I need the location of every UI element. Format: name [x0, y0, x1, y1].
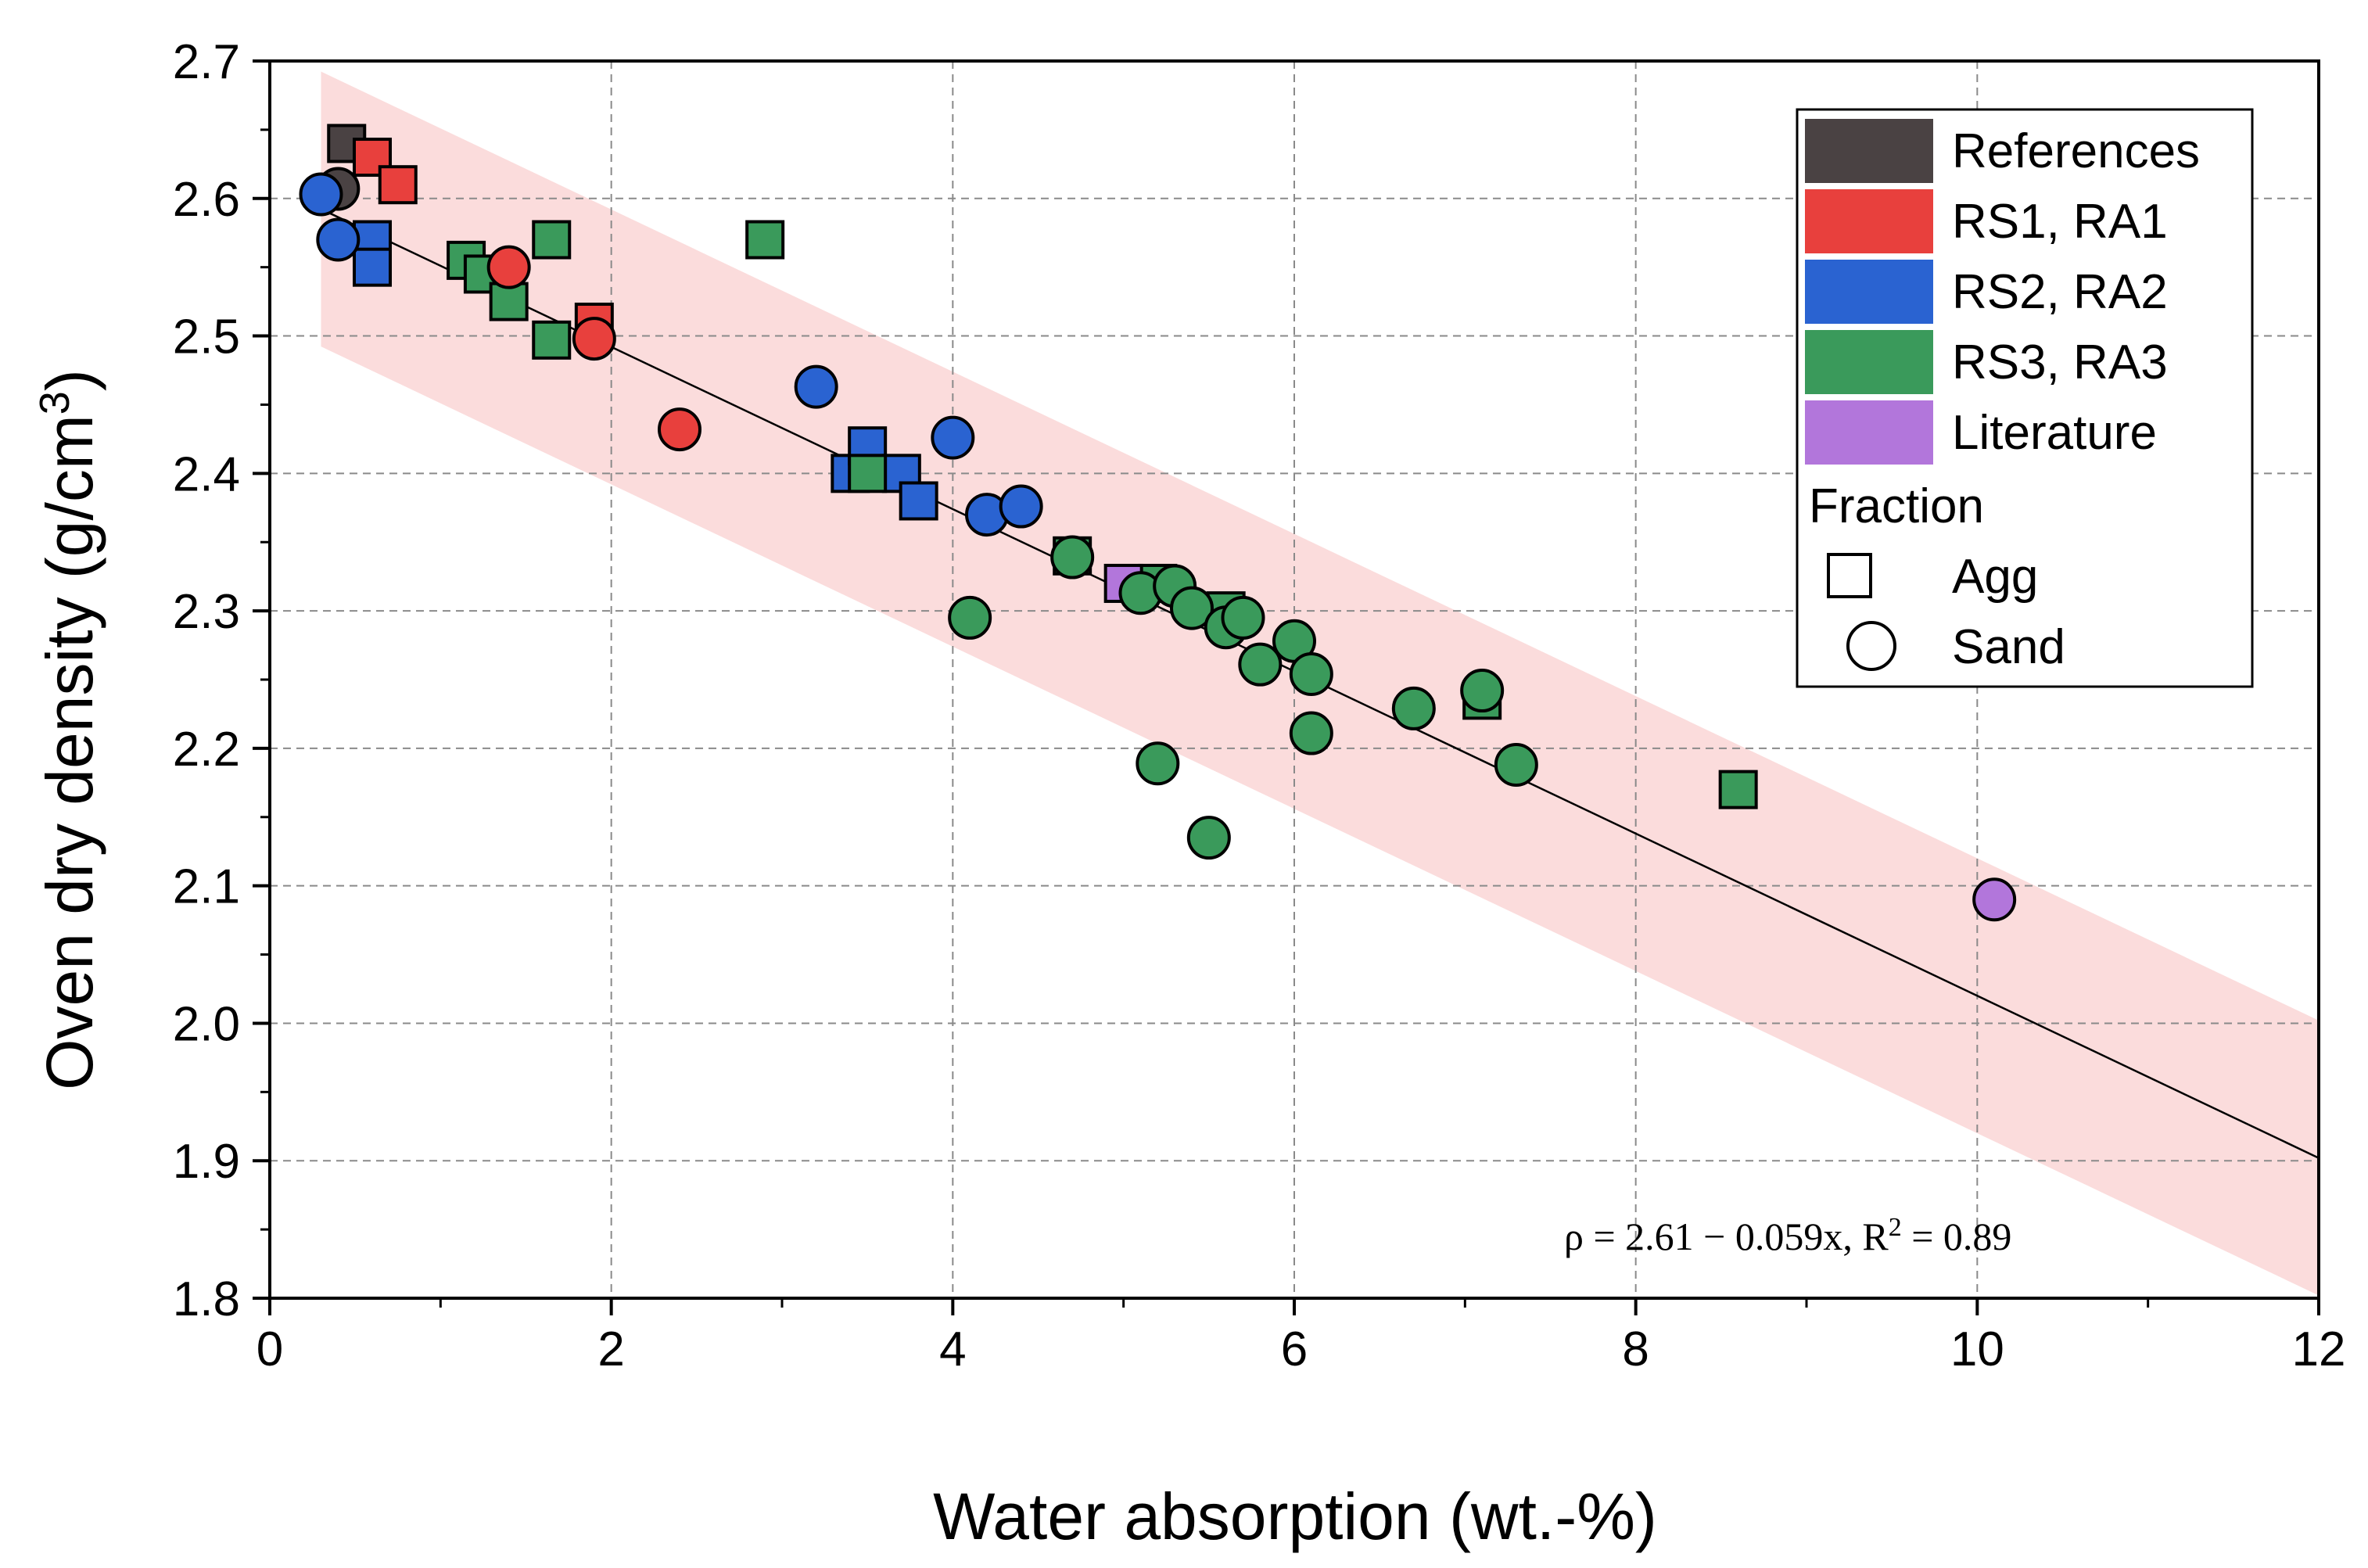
- y-tick-label: 2.1: [173, 860, 240, 914]
- data-point-circle: [794, 364, 838, 409]
- data-point-circle: [1391, 686, 1436, 730]
- y-tick-label: 1.9: [173, 1135, 240, 1189]
- data-point-circle: [1186, 816, 1231, 860]
- x-tick-label: 10: [1950, 1322, 2004, 1376]
- legend-marker-circle: [1846, 621, 1896, 671]
- legend-fraction-list: Agg Sand: [1827, 550, 2065, 674]
- data-point-circle: [999, 484, 1043, 529]
- data-points: [299, 124, 2017, 922]
- y-tick-label: 2.0: [173, 997, 240, 1051]
- data-point-square: [532, 320, 572, 360]
- x-axis-title: Water absorption (wt.-%): [933, 1480, 1657, 1553]
- y-tick-label: 2.6: [173, 173, 240, 227]
- x-tick-label: 0: [257, 1322, 283, 1376]
- y-axis-title-close: ): [33, 369, 106, 391]
- y-tick-label: 2.2: [173, 723, 240, 777]
- legend-label: RS1, RA1: [1952, 195, 2168, 249]
- data-point-circle: [1289, 711, 1333, 755]
- legend-swatch: [1805, 189, 1933, 253]
- legend-swatch: [1805, 119, 1933, 183]
- data-point-square: [353, 138, 392, 178]
- legend-label: References: [1952, 124, 2200, 178]
- legend-label: RS3, RA3: [1952, 335, 2168, 389]
- x-tick-label: 12: [2292, 1322, 2346, 1376]
- data-point-circle: [1289, 651, 1333, 696]
- x-tick-label: 8: [1622, 1322, 1649, 1376]
- fit-equation-main: ρ = 2.61 − 0.059x, R: [1564, 1215, 1889, 1258]
- legend-swatch: [1805, 260, 1933, 324]
- data-point-circle: [1170, 586, 1214, 630]
- data-point-circle: [1494, 742, 1538, 787]
- legend-marker-square: [1827, 553, 1872, 598]
- legend-swatch: [1805, 330, 1933, 394]
- legend-fraction-label: Agg: [1952, 550, 2038, 604]
- data-point-square: [1718, 770, 1758, 809]
- legend-label: Literature: [1952, 406, 2157, 460]
- data-point-square: [848, 454, 888, 493]
- fit-equation-sup: 2: [1889, 1213, 1902, 1242]
- data-point-circle: [931, 415, 975, 460]
- legend-fraction-title: Fraction: [1809, 479, 1984, 533]
- legend-fraction-label: Sand: [1952, 620, 2065, 674]
- data-point-square: [378, 165, 418, 205]
- data-point-circle: [299, 172, 343, 217]
- legend: References RS1, RA1 RS2, RA2 RS3, RA3 Litera…: [1796, 108, 2254, 688]
- data-point-circle: [1460, 669, 1505, 713]
- axis-ticks: 0 2 4 6 8 10 12 1.8 1.9 2.0 2.1 2.2 2.3 2.4 2.5 2.6 2.7: [173, 35, 2346, 1376]
- y-axis-title-main: Oven dry density (g/cm: [33, 414, 106, 1090]
- data-point-circle: [658, 407, 701, 452]
- y-tick-label: 2.5: [173, 310, 240, 364]
- data-point-square: [745, 220, 785, 260]
- data-point-circle: [948, 595, 992, 640]
- x-tick-label: 2: [597, 1322, 624, 1376]
- data-point-square: [899, 481, 938, 521]
- x-tick-label: 6: [1281, 1322, 1308, 1376]
- data-point-circle: [1972, 877, 2017, 922]
- y-axis-title: Oven dry density (g/cm3): [31, 369, 106, 1090]
- y-axis-title-sup: 3: [31, 391, 78, 414]
- data-point-square: [353, 247, 392, 287]
- fit-equation-end: = 0.89: [1902, 1215, 2012, 1258]
- legend-series-list: References RS1, RA1 RS2, RA2 RS3, RA3 Litera…: [1805, 119, 2200, 465]
- x-tick-label: 4: [939, 1322, 966, 1376]
- data-point-circle: [486, 245, 531, 289]
- data-point-circle: [1238, 642, 1283, 687]
- data-point-circle: [572, 317, 616, 361]
- y-tick-label: 1.8: [173, 1272, 240, 1326]
- legend-swatch: [1805, 400, 1933, 465]
- y-tick-label: 2.7: [173, 35, 240, 89]
- data-point-circle: [316, 217, 361, 262]
- data-point-circle: [1050, 535, 1095, 579]
- data-point-circle: [1136, 741, 1180, 786]
- legend-label: RS2, RA2: [1952, 265, 2168, 319]
- y-tick-label: 2.3: [173, 585, 240, 639]
- data-point-circle: [1221, 595, 1265, 640]
- fit-equation: ρ = 2.61 − 0.059x, R2 = 0.89: [1564, 1213, 2011, 1259]
- y-tick-label: 2.4: [173, 447, 240, 501]
- data-point-square: [532, 220, 572, 260]
